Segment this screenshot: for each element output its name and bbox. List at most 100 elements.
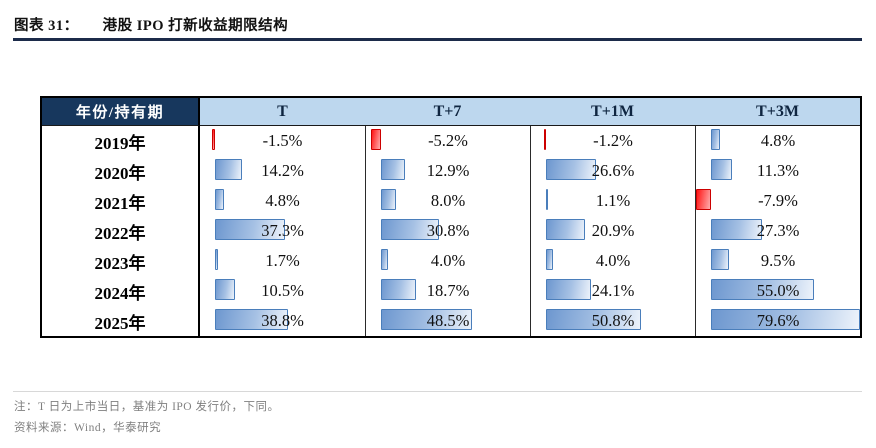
cell-value: -5.2% <box>428 131 468 150</box>
data-bar <box>710 159 732 180</box>
cell-value: -1.5% <box>262 131 303 150</box>
figure-label: 图表 31： <box>14 18 79 34</box>
cell-value: 18.7% <box>426 281 470 300</box>
cell-value: 37.3% <box>261 221 304 240</box>
table-cell: -5.2% <box>365 126 530 156</box>
row-year-label: 2023年 <box>42 246 200 276</box>
cell-value: 38.8% <box>261 311 304 330</box>
table-row: 2021年 4.8% 8.0% 1.1% -7.9% <box>42 186 860 216</box>
data-bar <box>710 309 860 330</box>
data-bar <box>214 159 242 180</box>
data-bar <box>214 219 286 240</box>
table-cell: 10.5% <box>200 276 365 306</box>
column-header-t1m: T+1M <box>530 98 695 126</box>
table-cell: 27.3% <box>695 216 860 246</box>
cell-value: 14.2% <box>261 161 304 180</box>
cell-value: -7.9% <box>758 191 798 210</box>
cell-value: 27.3% <box>756 221 800 240</box>
table-cell: 8.0% <box>365 186 530 216</box>
cell-value: 48.5% <box>426 311 470 330</box>
data-bar <box>214 279 235 300</box>
figure-caption: 图表 31： 港股 IPO 打新收益期限结构 <box>14 14 288 35</box>
table-body: 2019年 -1.5% -5.2% -1.2% 4.8% 2020年 <box>42 126 860 336</box>
table-header-row: 年份/持有期 T T+7 T+1M T+3M <box>42 98 860 126</box>
data-bar <box>380 159 405 180</box>
data-bar <box>545 189 548 210</box>
data-bar <box>696 189 711 210</box>
row-year-label: 2025年 <box>42 306 200 336</box>
table-cell: 1.7% <box>200 246 365 276</box>
cell-value: 12.9% <box>426 161 470 180</box>
table-row: 2025年 38.8% 48.5% 50.8% 79.6% <box>42 306 860 336</box>
cell-value: 55.0% <box>756 281 800 300</box>
column-header-t3m: T+3M <box>695 98 860 126</box>
table-cell: 24.1% <box>530 276 695 306</box>
data-bar <box>710 219 762 240</box>
column-header-t: T <box>200 98 365 126</box>
cell-value: -1.2% <box>593 131 633 150</box>
table-cell: 79.6% <box>695 306 860 336</box>
table-cell: 11.3% <box>695 156 860 186</box>
table-cell: 37.3% <box>200 216 365 246</box>
cell-value: 1.1% <box>595 191 631 210</box>
notes-divider <box>13 391 862 392</box>
data-bar <box>710 279 814 300</box>
data-bar <box>545 159 596 180</box>
table-row: 2023年 1.7% 4.0% 4.0% 9.5% <box>42 246 860 276</box>
table-cell: 1.1% <box>530 186 695 216</box>
data-bar <box>545 309 641 330</box>
data-bar <box>380 279 416 300</box>
table-cell: 12.9% <box>365 156 530 186</box>
data-bar <box>545 219 585 240</box>
data-bar <box>380 309 472 330</box>
figure-source: 资料来源：Wind，华泰研究 <box>14 422 162 434</box>
table-cell: 4.0% <box>365 246 530 276</box>
data-bar <box>214 309 289 330</box>
cell-value: 1.7% <box>265 251 300 270</box>
table-cell: 48.5% <box>365 306 530 336</box>
data-bar <box>380 219 439 240</box>
data-bar <box>710 249 729 270</box>
row-year-label: 2019年 <box>42 126 200 156</box>
table-cell: 4.8% <box>200 186 365 216</box>
table-cell: 4.8% <box>695 126 860 156</box>
table-row: 2024年 10.5% 18.7% 24.1% 55.0% <box>42 276 860 306</box>
column-header-t7: T+7 <box>365 98 530 126</box>
table-cell: 55.0% <box>695 276 860 306</box>
table-cell: 30.8% <box>365 216 530 246</box>
row-year-label: 2020年 <box>42 156 200 186</box>
cell-value: 10.5% <box>261 281 304 300</box>
data-bar <box>545 279 591 300</box>
table-row: 2019年 -1.5% -5.2% -1.2% 4.8% <box>42 126 860 156</box>
data-bar <box>380 189 396 210</box>
title-divider <box>13 38 862 41</box>
table-cell: -7.9% <box>695 186 860 216</box>
table-row: 2020年 14.2% 12.9% 26.6% 11.3% <box>42 156 860 186</box>
cell-value: 8.0% <box>430 191 466 210</box>
data-bar <box>543 129 546 150</box>
row-year-label: 2021年 <box>42 186 200 216</box>
table-cell: 26.6% <box>530 156 695 186</box>
data-bar <box>214 189 224 210</box>
cell-value: 20.9% <box>591 221 635 240</box>
corner-header: 年份/持有期 <box>42 98 200 126</box>
data-bar <box>214 249 219 270</box>
figure-title: 港股 IPO 打新收益期限结构 <box>102 18 289 34</box>
data-bar <box>212 129 215 150</box>
cell-value: 9.5% <box>760 251 796 270</box>
cell-value: 4.8% <box>760 131 796 150</box>
cell-value: 4.8% <box>265 191 300 210</box>
cell-value: 30.8% <box>426 221 470 240</box>
cell-value: 50.8% <box>591 311 635 330</box>
table-cell: 20.9% <box>530 216 695 246</box>
cell-value: 11.3% <box>756 161 799 180</box>
figure-note: 注：T 日为上市当日，基准为 IPO 发行价，下同。 <box>14 401 280 413</box>
data-bar <box>545 249 554 270</box>
cell-value: 26.6% <box>591 161 635 180</box>
data-bar <box>380 249 389 270</box>
table-cell: 38.8% <box>200 306 365 336</box>
table-cell: 18.7% <box>365 276 530 306</box>
table-cell: 4.0% <box>530 246 695 276</box>
table-cell: -1.5% <box>200 126 365 156</box>
table-row: 2022年 37.3% 30.8% 20.9% 27.3% <box>42 216 860 246</box>
